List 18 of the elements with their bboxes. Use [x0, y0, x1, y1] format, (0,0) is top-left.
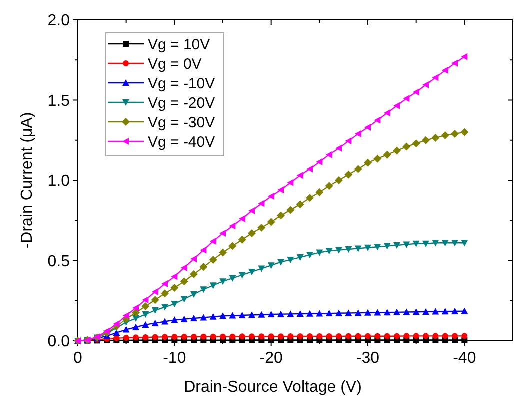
legend-label: Vg = -40V — [148, 134, 216, 151]
x-tick-label: -30 — [356, 350, 380, 367]
legend-label: Vg = 10V — [148, 36, 210, 54]
x-tick-label: -20 — [260, 350, 283, 367]
y-tick-label: 2.0 — [48, 12, 70, 30]
y-axis-title: -Drain Current (μA) — [19, 112, 36, 249]
y-tick-label: 0.5 — [48, 253, 70, 270]
y-tick-label: 1.5 — [48, 92, 70, 110]
text: 0.0 — [48, 334, 70, 351]
x-tick-label: -40 — [453, 350, 476, 367]
legend-label: Vg = -10V — [148, 75, 216, 92]
legend-label: Vg = -20V — [148, 94, 216, 112]
x-tick-label: -10 — [163, 350, 186, 367]
legend-label: Vg = 0V — [148, 56, 202, 73]
legend-label: Vg = -30V — [148, 114, 216, 132]
x-tick-label: 0 — [74, 350, 83, 367]
y-tick-label: 1.0 — [48, 173, 70, 190]
x-axis-title: Drain-Source Voltage (V) — [184, 379, 362, 396]
